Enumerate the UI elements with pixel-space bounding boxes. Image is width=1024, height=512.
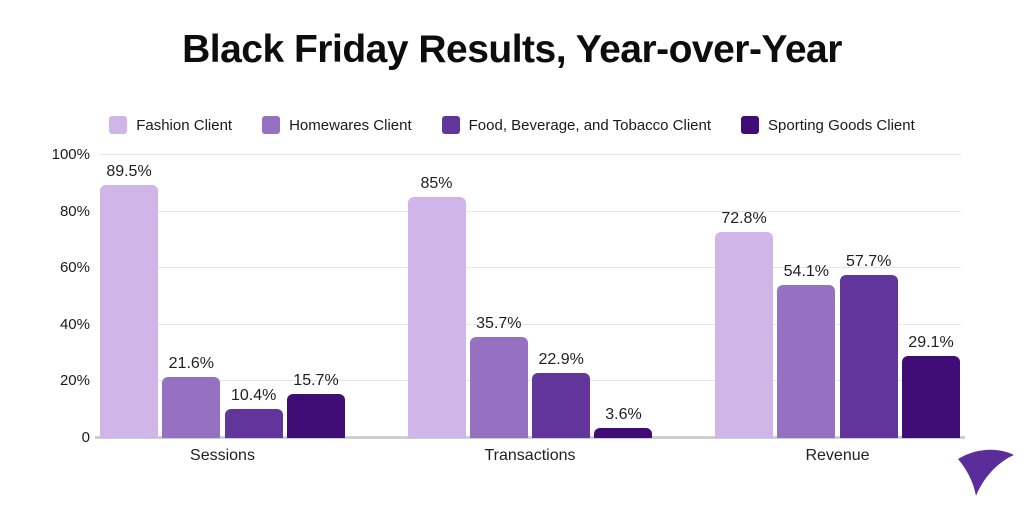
category-label: Transactions: [484, 447, 576, 464]
legend-label: Sporting Goods Client: [768, 116, 915, 134]
bar-column: 29.1%: [901, 155, 960, 438]
bar-value-label: 54.1%: [783, 262, 830, 280]
bar: [715, 231, 773, 438]
bar-column: 3.6%: [594, 155, 653, 438]
swoosh-logo-icon: [958, 449, 1014, 496]
gridline: [100, 154, 961, 155]
bar: [777, 284, 836, 438]
bar: [901, 355, 960, 438]
legend-label: Food, Beverage, and Tobacco Client: [468, 116, 712, 134]
bar-column: 35.7%: [469, 155, 528, 438]
legend-label: Fashion Client: [136, 116, 233, 134]
bar-value-label: 89.5%: [106, 162, 152, 180]
bar-column: 10.4%: [224, 155, 283, 438]
y-axis-tick-label: 80%: [59, 202, 90, 220]
bar-column: 72.8%: [715, 155, 773, 438]
category-label: Sessions: [190, 447, 255, 464]
bar-value-label: 15.7%: [293, 371, 339, 389]
bar: [407, 197, 466, 438]
bar: [839, 274, 898, 438]
y-axis-tick-label: 0: [81, 429, 90, 446]
bar-column: 21.6%: [162, 155, 221, 438]
legend-item: Homewares Client: [262, 116, 412, 134]
bar: [469, 336, 528, 438]
bar: [224, 408, 283, 438]
bar-column: 54.1%: [777, 155, 836, 438]
bar-group: 85% 35.7% 22.9% 3.6% Transactions: [407, 155, 653, 464]
bar-column: 22.9%: [532, 155, 591, 438]
x-axis-line: [95, 436, 965, 439]
gridline: [100, 323, 961, 325]
bar-value-label: 57.7%: [845, 252, 892, 270]
gridline: [100, 210, 961, 212]
gridline: [100, 267, 961, 269]
bar-value-label: 10.4%: [230, 386, 277, 404]
category-label: Revenue: [805, 447, 870, 464]
bar: [532, 373, 591, 438]
y-axis-tick-label: 40%: [59, 315, 90, 333]
bar-value-label: 29.1%: [908, 333, 954, 351]
bar-value-label: 72.8%: [721, 209, 767, 227]
y-axis-tick-label: 100%: [51, 146, 90, 163]
y-axis-tick-label: 20%: [59, 372, 90, 390]
bar-value-label: 3.6%: [605, 405, 642, 423]
bar: [162, 376, 221, 438]
bar-column: 89.5%: [100, 155, 158, 438]
chart-legend: Fashion Client Homewares Client Food, Beve…: [0, 116, 1024, 134]
legend-swatch-icon: [441, 116, 460, 134]
bar: [100, 184, 158, 438]
gridline: [100, 380, 961, 382]
legend-item: Sporting Goods Client: [741, 116, 915, 134]
bar-value-label: 35.7%: [476, 314, 522, 332]
bar: [594, 427, 653, 438]
bar: [286, 393, 345, 438]
legend-swatch-icon: [109, 116, 128, 134]
chart-title: Black Friday Results, Year-over-Year: [182, 28, 842, 71]
bar-group: 89.5% 21.6% 10.4% 15.7% Sessions: [100, 155, 345, 464]
bar-value-label: 21.6%: [168, 354, 215, 372]
bar-column: 15.7%: [286, 155, 345, 438]
legend-swatch-icon: [262, 116, 281, 134]
legend-item: Fashion Client: [109, 116, 232, 134]
bar-value-label: 22.9%: [538, 351, 584, 369]
bar-group: 72.8% 54.1% 57.7% 29.1% Revenue: [715, 155, 960, 464]
bar-column: 85%: [407, 155, 466, 438]
legend-swatch-icon: [741, 116, 760, 134]
bar-groups: 89.5% 21.6% 10.4% 15.7% Sessions 85% 35.7% 22.9…: [100, 155, 960, 464]
y-axis-tick-label: 60%: [59, 259, 90, 277]
bar-column: 57.7%: [839, 155, 898, 438]
bar-value-label: 85%: [420, 175, 453, 193]
legend-item: Food, Beverage, and Tobacco Client: [441, 116, 712, 134]
legend-label: Homewares Client: [289, 116, 412, 134]
